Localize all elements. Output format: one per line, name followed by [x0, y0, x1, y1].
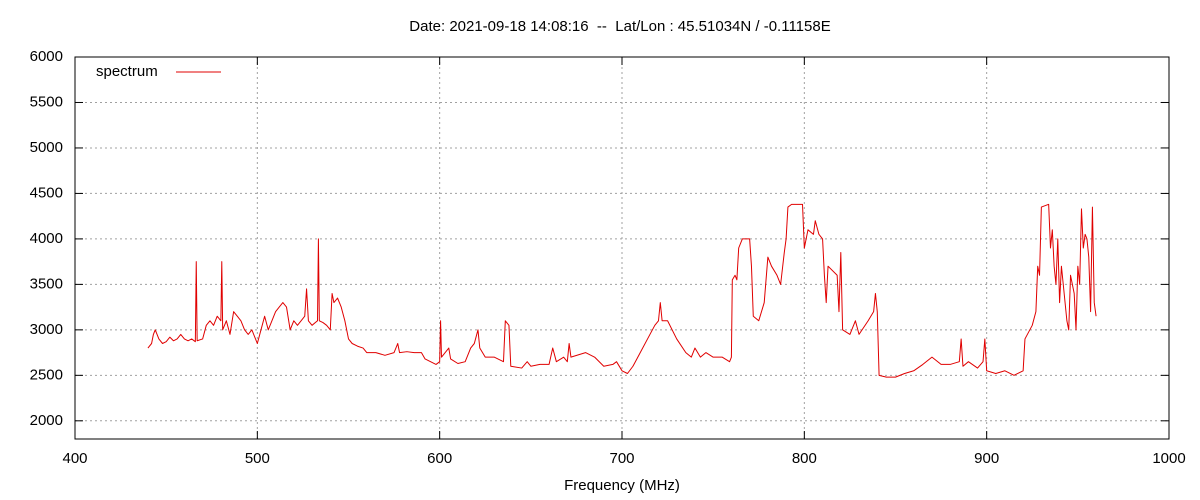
x-tick-label: 800 [792, 450, 817, 467]
x-tick-label: 500 [245, 450, 270, 467]
y-tick-label: 3500 [30, 275, 63, 292]
y-tick-label: 4000 [30, 230, 63, 247]
chart-title: Date: 2021-09-18 14:08:16 -- Lat/Lon : 4… [409, 18, 830, 35]
y-tick-label: 3000 [30, 321, 63, 338]
plot-frame [74, 56, 1170, 440]
x-tick-label: 900 [974, 450, 999, 467]
y-tick-label: 2500 [30, 366, 63, 383]
x-tick-label: 700 [609, 450, 634, 467]
x-tick-label: 1000 [1152, 450, 1185, 467]
legend-label: spectrum [96, 63, 158, 80]
x-tick-label: 600 [427, 450, 452, 467]
y-tick-label: 4500 [30, 184, 63, 201]
x-tick-label: 400 [62, 450, 87, 467]
y-tick-label: 5000 [30, 139, 63, 156]
y-tick-label: 6000 [30, 48, 63, 65]
y-tick-label: 2000 [30, 412, 63, 429]
x-axis-label: Frequency (MHz) [564, 477, 680, 494]
y-tick-label: 5500 [30, 93, 63, 110]
series-line [147, 203, 1097, 378]
